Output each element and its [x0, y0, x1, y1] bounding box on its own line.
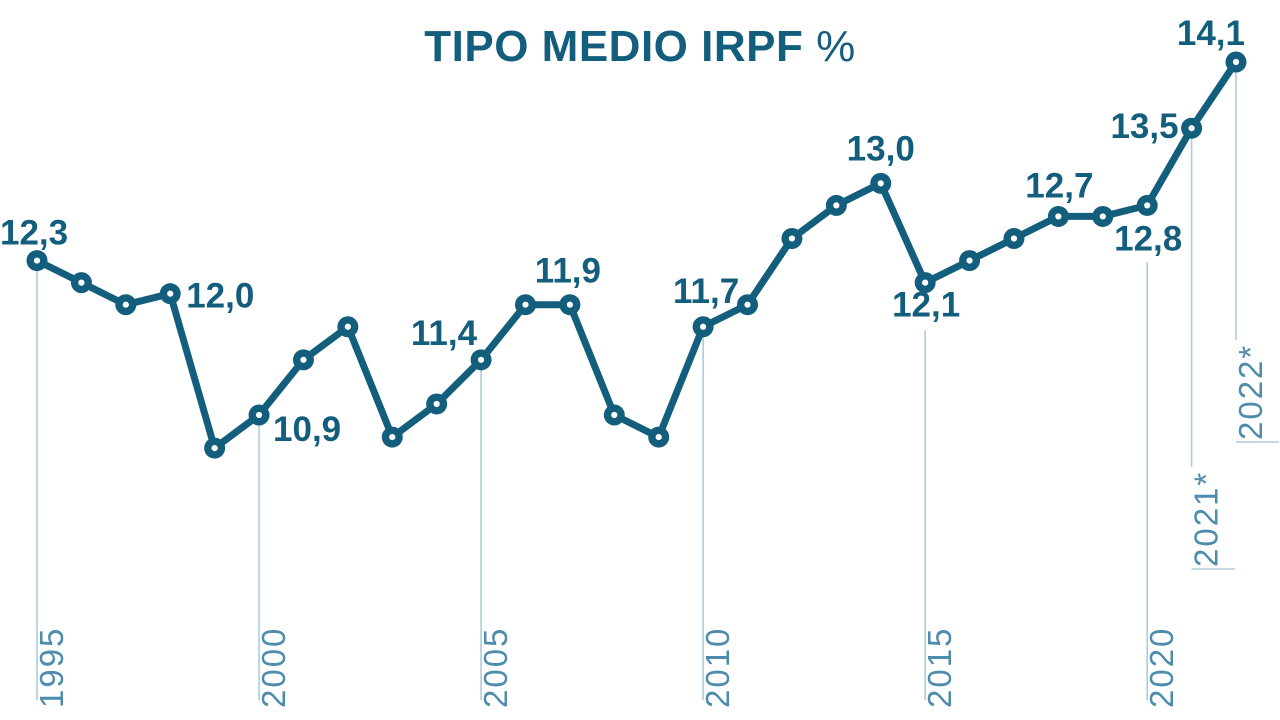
data-point-center-2022 — [1232, 58, 1240, 66]
data-point-center-2015 — [922, 279, 929, 286]
data-point-center-2016 — [966, 257, 973, 264]
x-axis-year-label-2015: 2015 — [921, 627, 958, 708]
chart-title: TIPO MEDIO IRPF % — [0, 24, 1280, 70]
value-label-2020: 12,8 — [1114, 219, 1182, 258]
data-point-center-1998 — [167, 290, 174, 297]
data-point-center-2018 — [1055, 213, 1062, 220]
x-axis-year-label-2005: 2005 — [477, 627, 514, 708]
data-point-center-1995 — [33, 257, 41, 264]
data-point-center-2013 — [833, 202, 840, 209]
chart-title-text: TIPO MEDIO IRPF — [424, 22, 804, 71]
x-axis-year-label-2010: 2010 — [699, 627, 736, 708]
data-point-center-1996 — [78, 279, 85, 286]
data-point-center-2008 — [611, 411, 618, 419]
value-label-1998: 12,0 — [186, 277, 254, 316]
trend-line — [33, 58, 1240, 452]
x-axis-year-label-2021: 2021* — [1188, 471, 1225, 567]
data-point-center-2001 — [300, 356, 307, 363]
data-point-center-2011 — [744, 301, 751, 308]
data-point-center-2009 — [655, 433, 662, 441]
data-point-center-2005 — [477, 356, 485, 363]
data-point-center-2007 — [566, 301, 573, 308]
data-point-center-2003 — [389, 433, 396, 441]
data-point-center-2002 — [344, 323, 351, 330]
x-axis-year-label-2022: 2022* — [1232, 344, 1269, 440]
data-point-center-1999 — [211, 444, 218, 452]
data-point-center-2021 — [1188, 125, 1195, 132]
data-point-center-2019 — [1099, 213, 1106, 220]
data-point-center-2004 — [433, 400, 440, 408]
data-point-center-2014 — [877, 180, 884, 187]
data-point-center-2020 — [1144, 202, 1151, 209]
value-label-2014: 13,0 — [847, 129, 915, 168]
value-label-2000: 10,9 — [273, 410, 341, 449]
value-label-2018: 12,7 — [1025, 166, 1093, 205]
data-point-center-2017 — [1010, 235, 1018, 242]
value-label-2010: 11,7 — [673, 272, 739, 311]
chart-title-unit-percent: % — [816, 22, 856, 71]
value-label-1995: 12,3 — [0, 214, 68, 253]
value-label-2005: 11,4 — [411, 314, 478, 353]
data-point-center-1997 — [122, 301, 129, 308]
data-point-center-2000 — [255, 411, 263, 419]
x-axis-year-label-2020: 2020 — [1143, 627, 1180, 708]
value-label-2007: 11,9 — [535, 252, 601, 291]
data-point-center-2010 — [700, 323, 707, 330]
value-label-2022: 14,1 — [1177, 14, 1245, 53]
value-label-2021: 13,5 — [1110, 107, 1178, 146]
x-axis-year-label-1995: 1995 — [33, 627, 70, 708]
data-point-center-2006 — [522, 301, 529, 308]
data-point-center-2012 — [788, 235, 796, 242]
x-axis-year-label-2000: 2000 — [255, 627, 292, 708]
value-label-2015: 12,1 — [892, 286, 960, 325]
